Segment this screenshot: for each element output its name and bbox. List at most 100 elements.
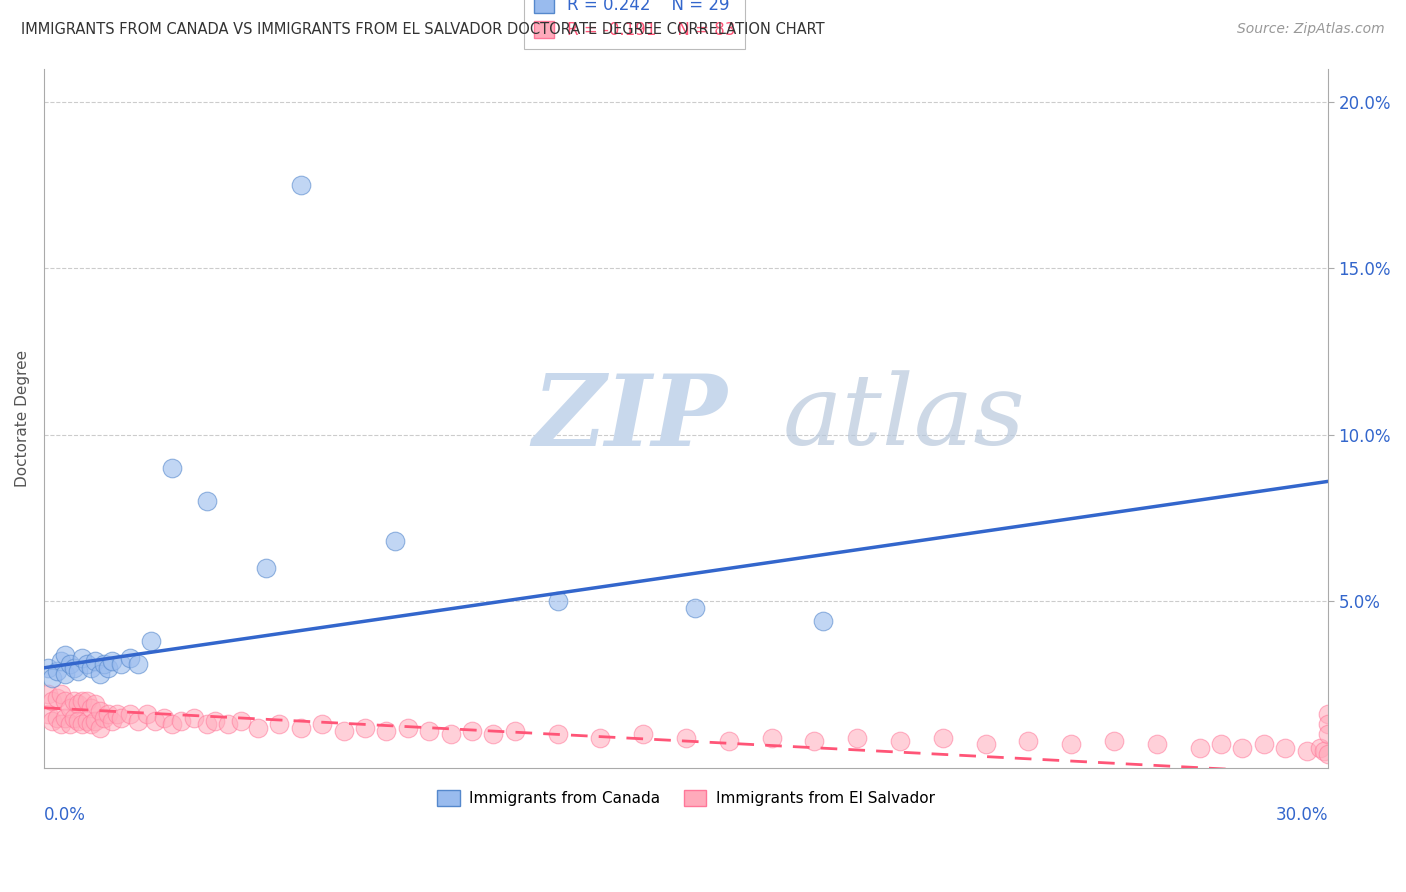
Point xyxy=(846,731,869,745)
Point xyxy=(49,654,72,668)
Point xyxy=(89,721,111,735)
Text: 30.0%: 30.0% xyxy=(1275,806,1329,824)
Point xyxy=(127,657,149,672)
Text: atlas: atlas xyxy=(782,370,1025,466)
Point xyxy=(547,594,569,608)
Point xyxy=(41,714,63,728)
Point xyxy=(631,727,654,741)
Point xyxy=(135,707,157,722)
Point xyxy=(1017,734,1039,748)
Point xyxy=(143,714,166,728)
Legend: Immigrants from Canada, Immigrants from El Salvador: Immigrants from Canada, Immigrants from … xyxy=(432,784,941,813)
Point xyxy=(63,661,86,675)
Point xyxy=(58,700,80,714)
Point xyxy=(1317,747,1340,762)
Point xyxy=(67,664,90,678)
Point xyxy=(49,717,72,731)
Point xyxy=(589,731,612,745)
Point xyxy=(1295,744,1317,758)
Text: IMMIGRANTS FROM CANADA VS IMMIGRANTS FROM EL SALVADOR DOCTORATE DEGREE CORRELATI: IMMIGRANTS FROM CANADA VS IMMIGRANTS FRO… xyxy=(21,22,825,37)
Point xyxy=(84,714,107,728)
Point xyxy=(547,727,569,741)
Point xyxy=(63,711,86,725)
Point xyxy=(717,734,740,748)
Point xyxy=(45,711,67,725)
Point xyxy=(229,714,252,728)
Point xyxy=(195,494,218,508)
Point xyxy=(1102,734,1125,748)
Point xyxy=(37,661,59,675)
Point xyxy=(89,704,111,718)
Point xyxy=(67,714,90,728)
Point xyxy=(1146,738,1168,752)
Point xyxy=(49,688,72,702)
Point xyxy=(396,721,419,735)
Point xyxy=(110,711,132,725)
Point xyxy=(256,561,278,575)
Point xyxy=(761,731,783,745)
Point xyxy=(72,717,94,731)
Point xyxy=(72,650,94,665)
Point xyxy=(37,688,59,702)
Point xyxy=(76,694,98,708)
Point xyxy=(195,717,218,731)
Point xyxy=(53,648,76,662)
Point xyxy=(110,657,132,672)
Text: 0.0%: 0.0% xyxy=(44,806,86,824)
Point xyxy=(41,671,63,685)
Point xyxy=(139,634,162,648)
Text: ZIP: ZIP xyxy=(531,370,727,467)
Point xyxy=(183,711,205,725)
Point xyxy=(76,657,98,672)
Point xyxy=(67,698,90,712)
Text: Source: ZipAtlas.com: Source: ZipAtlas.com xyxy=(1237,22,1385,37)
Point xyxy=(72,694,94,708)
Point xyxy=(53,711,76,725)
Point xyxy=(118,650,141,665)
Point xyxy=(503,724,526,739)
Point xyxy=(41,694,63,708)
Point xyxy=(80,700,103,714)
Point xyxy=(683,600,706,615)
Point xyxy=(332,724,354,739)
Point xyxy=(1317,727,1340,741)
Point xyxy=(162,461,184,475)
Point xyxy=(97,707,120,722)
Point xyxy=(101,654,124,668)
Point xyxy=(76,714,98,728)
Point xyxy=(1060,738,1083,752)
Point xyxy=(204,714,226,728)
Point xyxy=(93,711,115,725)
Point xyxy=(482,727,505,741)
Point xyxy=(58,657,80,672)
Point xyxy=(84,698,107,712)
Point xyxy=(1313,744,1336,758)
Point xyxy=(354,721,377,735)
Point xyxy=(53,694,76,708)
Point xyxy=(1317,707,1340,722)
Point xyxy=(101,714,124,728)
Point xyxy=(439,727,461,741)
Point xyxy=(118,707,141,722)
Point xyxy=(811,614,834,628)
Point xyxy=(675,731,697,745)
Point xyxy=(80,661,103,675)
Y-axis label: Doctorate Degree: Doctorate Degree xyxy=(15,350,30,487)
Point xyxy=(932,731,955,745)
Point xyxy=(217,717,239,731)
Point xyxy=(84,654,107,668)
Point xyxy=(246,721,269,735)
Point xyxy=(803,734,825,748)
Point xyxy=(63,694,86,708)
Point xyxy=(1188,740,1211,755)
Point xyxy=(1253,738,1275,752)
Point xyxy=(384,534,406,549)
Point xyxy=(45,690,67,705)
Point xyxy=(1308,740,1330,755)
Point xyxy=(418,724,440,739)
Point xyxy=(311,717,333,731)
Point xyxy=(58,717,80,731)
Point xyxy=(97,661,120,675)
Point xyxy=(162,717,184,731)
Point xyxy=(269,717,291,731)
